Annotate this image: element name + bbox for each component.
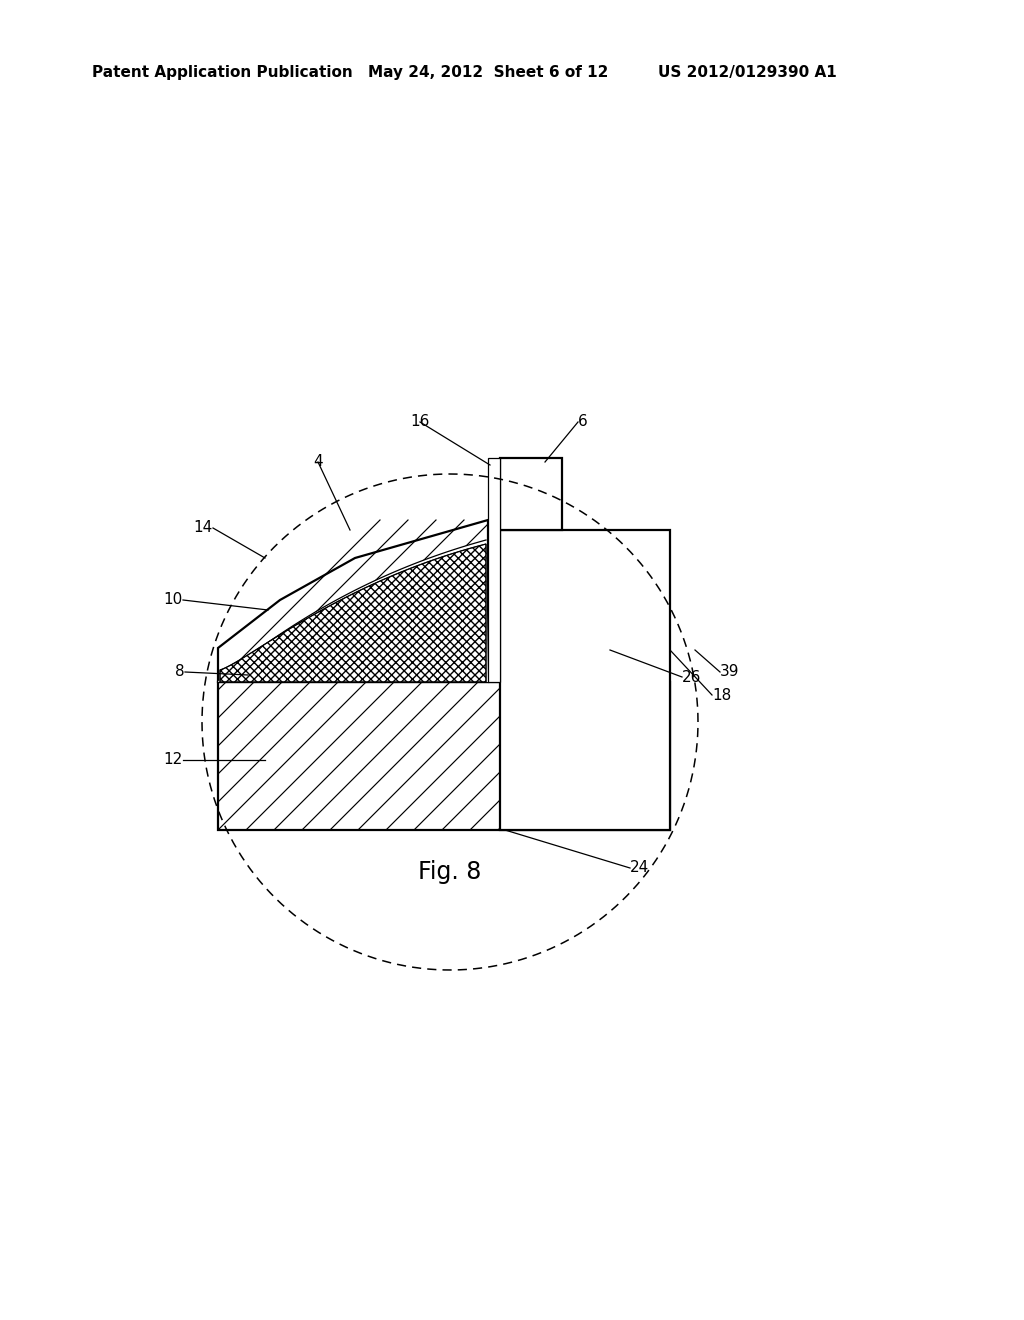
- Text: 16: 16: [411, 414, 430, 429]
- Polygon shape: [488, 458, 500, 682]
- Polygon shape: [218, 682, 670, 830]
- Text: 12: 12: [164, 752, 183, 767]
- Polygon shape: [220, 544, 486, 682]
- Text: 26: 26: [682, 669, 701, 685]
- Polygon shape: [218, 520, 488, 682]
- Polygon shape: [500, 458, 562, 531]
- Polygon shape: [500, 531, 670, 830]
- Polygon shape: [218, 540, 488, 682]
- Text: 24: 24: [630, 861, 649, 875]
- Text: 18: 18: [712, 688, 731, 702]
- Text: 14: 14: [194, 520, 213, 536]
- Text: 6: 6: [578, 414, 588, 429]
- Text: Patent Application Publication: Patent Application Publication: [92, 65, 352, 81]
- Text: Fig. 8: Fig. 8: [419, 861, 481, 884]
- Text: 10: 10: [164, 593, 183, 607]
- Text: 4: 4: [313, 454, 323, 470]
- Text: US 2012/0129390 A1: US 2012/0129390 A1: [658, 65, 837, 81]
- Text: 39: 39: [720, 664, 739, 680]
- Text: May 24, 2012  Sheet 6 of 12: May 24, 2012 Sheet 6 of 12: [368, 65, 608, 81]
- Text: 8: 8: [175, 664, 185, 680]
